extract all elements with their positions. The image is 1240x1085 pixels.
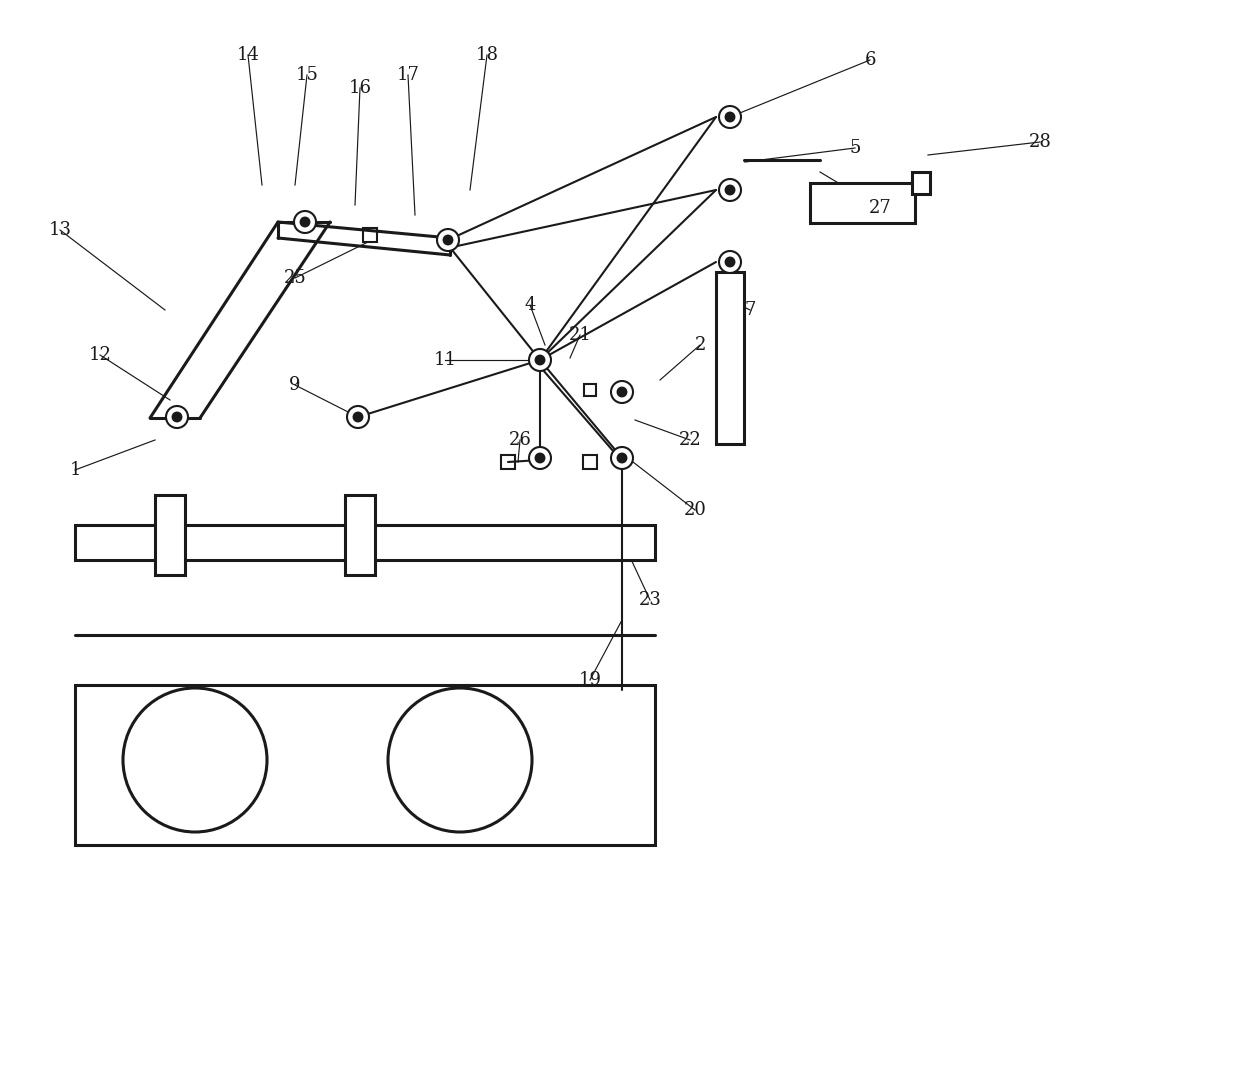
Text: 15: 15 — [295, 66, 319, 84]
Text: 21: 21 — [569, 326, 591, 344]
Circle shape — [294, 210, 316, 233]
Text: 6: 6 — [864, 51, 875, 69]
Circle shape — [529, 349, 551, 371]
Circle shape — [618, 454, 626, 462]
Text: 25: 25 — [284, 269, 306, 288]
Bar — [810, 183, 915, 224]
Circle shape — [611, 381, 632, 403]
Text: 2: 2 — [694, 336, 706, 354]
Bar — [74, 685, 655, 845]
Bar — [583, 455, 596, 469]
Bar — [584, 384, 596, 396]
Text: 5: 5 — [849, 139, 861, 157]
Circle shape — [611, 447, 632, 469]
Text: 17: 17 — [397, 66, 419, 84]
Text: 16: 16 — [348, 79, 372, 97]
Circle shape — [725, 257, 734, 267]
Circle shape — [166, 406, 188, 427]
Text: 4: 4 — [525, 296, 536, 314]
Circle shape — [529, 447, 551, 469]
Bar — [74, 525, 655, 560]
Bar — [363, 228, 377, 242]
Text: 28: 28 — [1028, 133, 1052, 151]
Circle shape — [536, 454, 544, 462]
Text: 23: 23 — [639, 591, 661, 609]
Bar — [911, 173, 930, 194]
Text: 14: 14 — [237, 46, 259, 64]
Text: 13: 13 — [48, 221, 72, 239]
Text: 12: 12 — [88, 346, 112, 363]
Text: 7: 7 — [744, 301, 755, 319]
Bar — [715, 272, 744, 444]
Circle shape — [444, 235, 453, 244]
Text: 11: 11 — [434, 352, 456, 369]
Text: 1: 1 — [69, 461, 81, 478]
Text: 27: 27 — [869, 199, 892, 217]
Text: 18: 18 — [475, 46, 498, 64]
Circle shape — [300, 218, 310, 227]
Circle shape — [353, 412, 362, 421]
Circle shape — [725, 186, 734, 194]
Bar — [345, 495, 374, 575]
Bar — [155, 495, 185, 575]
Bar — [501, 455, 515, 469]
Circle shape — [172, 412, 181, 421]
Text: 22: 22 — [678, 431, 702, 449]
Circle shape — [719, 106, 742, 128]
Text: 26: 26 — [508, 431, 532, 449]
Circle shape — [347, 406, 370, 427]
Text: 20: 20 — [683, 501, 707, 519]
Circle shape — [719, 251, 742, 273]
Circle shape — [536, 356, 544, 365]
Circle shape — [436, 229, 459, 251]
Circle shape — [725, 113, 734, 122]
Text: 19: 19 — [579, 671, 601, 689]
Text: 9: 9 — [289, 376, 301, 394]
Circle shape — [618, 387, 626, 396]
Circle shape — [719, 179, 742, 201]
